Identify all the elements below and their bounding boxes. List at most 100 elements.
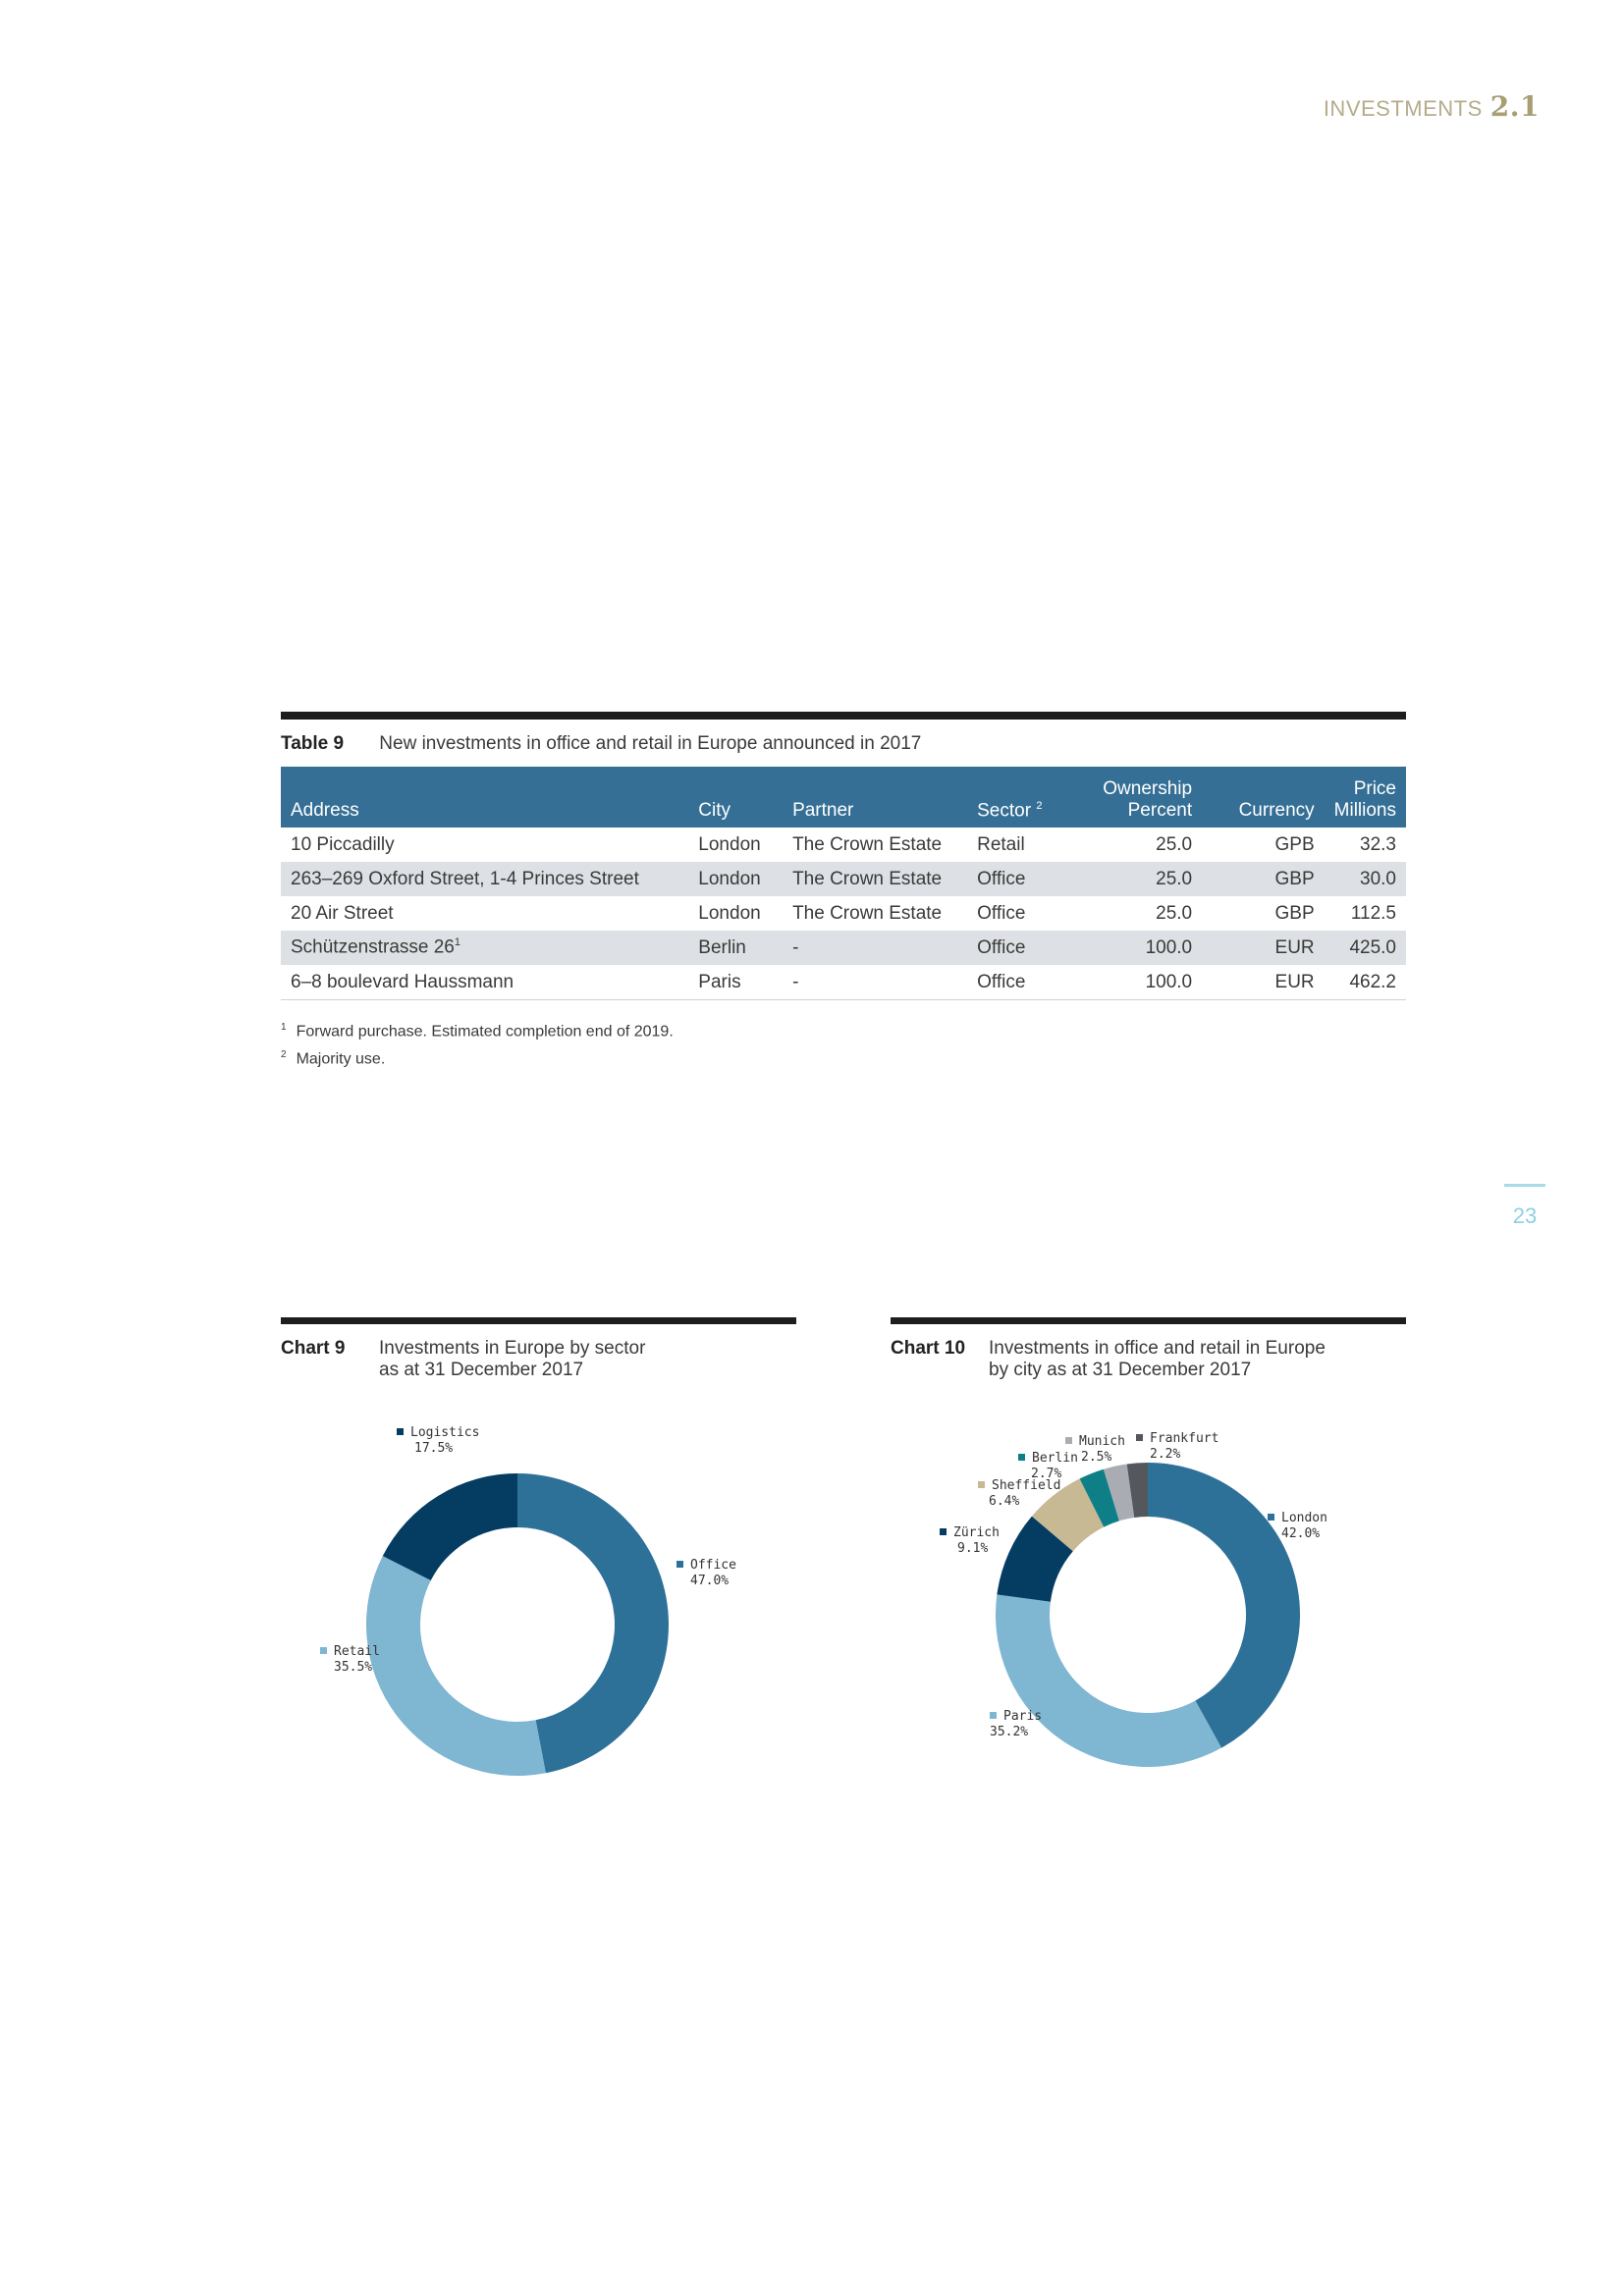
cell-ownership: 100.0 bbox=[1074, 931, 1202, 965]
cell-city: London bbox=[688, 828, 783, 862]
cell-city: London bbox=[688, 896, 783, 931]
cell-price-text: 30.0 bbox=[1360, 868, 1396, 889]
cell-sector: Office bbox=[967, 965, 1075, 1000]
slice-london bbox=[1148, 1463, 1300, 1748]
cell-price-text: 425.0 bbox=[1349, 936, 1396, 958]
col-ownership-line1: Ownership bbox=[1103, 778, 1193, 799]
footnote-text: Forward purchase. Estimated completion e… bbox=[296, 1023, 674, 1041]
cell-address-text: Schützenstrasse 26 bbox=[291, 936, 455, 958]
cell-city-text: London bbox=[698, 902, 761, 924]
cell-city: Berlin bbox=[688, 931, 783, 965]
slice-name: Frankfurt bbox=[1150, 1431, 1218, 1446]
cell-ownership-text: 25.0 bbox=[1156, 833, 1193, 855]
legend-swatch bbox=[677, 1561, 683, 1568]
col-partner: Partner bbox=[792, 800, 854, 821]
cell-sector: Office bbox=[967, 862, 1074, 896]
table-caption: Table 9 New investments in office and re… bbox=[281, 733, 1406, 767]
cell-address-text: 6–8 boulevard Haussmann bbox=[291, 971, 514, 992]
cell-partner-text: The Crown Estate bbox=[792, 902, 943, 924]
cell-address: 6–8 boulevard Haussmann bbox=[281, 965, 689, 1000]
cell-price-text: 112.5 bbox=[1350, 902, 1396, 924]
slice-name: Paris bbox=[1003, 1709, 1042, 1724]
cell-sector-text: Retail bbox=[977, 833, 1025, 855]
legend-swatch bbox=[1065, 1437, 1072, 1444]
cell-ownership-text: 100.0 bbox=[1145, 971, 1193, 992]
cell-sector: Office bbox=[967, 896, 1074, 931]
legend-swatch bbox=[397, 1428, 404, 1435]
cell-price: 462.2 bbox=[1324, 965, 1406, 1000]
footnote: 1 Forward purchase. Estimated completion … bbox=[281, 1016, 1406, 1043]
chart-9-top-rule bbox=[281, 1317, 796, 1324]
cell-address: 20 Air Street bbox=[281, 896, 688, 931]
chart-10-subtitle: by city as at 31 December 2017 bbox=[989, 1360, 1252, 1380]
cell-currency: EUR bbox=[1202, 931, 1325, 965]
cell-price-text: 32.3 bbox=[1360, 833, 1396, 855]
slice-name: Zürich bbox=[953, 1525, 1000, 1540]
legend-swatch bbox=[940, 1528, 947, 1535]
table-header-row: Address City Partner Sector 2 Ownership P… bbox=[281, 767, 1406, 828]
slice-paris bbox=[996, 1594, 1222, 1767]
footnote-text: Majority use. bbox=[296, 1050, 386, 1068]
cell-address-text: 10 Piccadilly bbox=[291, 833, 395, 855]
cell-ownership: 100.0 bbox=[1074, 965, 1203, 1000]
cell-ownership: 25.0 bbox=[1074, 828, 1202, 862]
section-title: INVESTMENTS bbox=[1323, 96, 1483, 121]
legend-swatch bbox=[1018, 1454, 1025, 1461]
table-row: 263–269 Oxford Street, 1-4 Princes Stree… bbox=[281, 862, 1406, 896]
legend-swatch bbox=[320, 1647, 327, 1654]
cell-partner-text: - bbox=[792, 936, 799, 958]
col-sector-note: 2 bbox=[1036, 799, 1043, 812]
cell-partner: - bbox=[783, 931, 967, 965]
cell-address: 263–269 Oxford Street, 1-4 Princes Stree… bbox=[281, 862, 688, 896]
table-row: Schützenstrasse 261 Berlin - Office 100.0 EUR… bbox=[281, 931, 1406, 965]
cell-ownership: 25.0 bbox=[1074, 862, 1202, 896]
table-footnotes: 1 Forward purchase. Estimated completion … bbox=[281, 1016, 1406, 1072]
cell-address-note: 1 bbox=[454, 936, 460, 949]
cell-partner: The Crown Estate bbox=[783, 828, 967, 862]
cell-partner-text: The Crown Estate bbox=[792, 868, 943, 889]
cell-sector-text: Office bbox=[977, 902, 1026, 924]
col-sector-label: Sector bbox=[977, 800, 1032, 821]
cell-currency-text: GPB bbox=[1274, 833, 1315, 855]
slice-office bbox=[517, 1473, 670, 1774]
slice-sheffield bbox=[1031, 1478, 1105, 1552]
slice-value: 35.5% bbox=[334, 1660, 372, 1675]
cell-partner-text: The Crown Estate bbox=[792, 833, 943, 855]
cell-partner: The Crown Estate bbox=[783, 862, 967, 896]
col-address: Address bbox=[291, 800, 359, 821]
cell-currency: GBP bbox=[1202, 862, 1325, 896]
cell-currency: GBP bbox=[1202, 896, 1325, 931]
legend-swatch bbox=[1136, 1434, 1143, 1441]
col-city: City bbox=[698, 800, 731, 821]
cell-currency-text: EUR bbox=[1274, 971, 1315, 992]
chart-9-title: Investments in Europe by sector bbox=[379, 1338, 646, 1359]
slice-frankfurt bbox=[1126, 1463, 1148, 1518]
slice-name: Munich bbox=[1079, 1434, 1125, 1449]
cell-sector: Office bbox=[967, 931, 1074, 965]
legend-swatch bbox=[990, 1712, 997, 1719]
cell-price: 112.5 bbox=[1325, 896, 1406, 931]
slice-value: 6.4% bbox=[989, 1494, 1019, 1509]
cell-currency: GPB bbox=[1202, 828, 1325, 862]
slice-name: London bbox=[1281, 1511, 1327, 1525]
col-price-line1: Price bbox=[1353, 778, 1396, 799]
col-sector: Sector 2 bbox=[967, 767, 1074, 828]
slice-value: 2.2% bbox=[1150, 1447, 1180, 1462]
slice-munich bbox=[1103, 1464, 1135, 1522]
col-ownership-line2: Percent bbox=[1127, 800, 1193, 821]
chart-9: Chart 9 Investments in Europe by sector a… bbox=[281, 1317, 796, 1828]
slice-name: Sheffield bbox=[992, 1478, 1060, 1493]
cell-address-text: 263–269 Oxford Street, 1-4 Princes Stree… bbox=[291, 868, 639, 889]
investments-table: Address City Partner Sector 2 Ownership P… bbox=[281, 767, 1406, 1000]
cell-ownership-text: 100.0 bbox=[1145, 936, 1193, 958]
chart-10-title: Investments in office and retail in Euro… bbox=[989, 1338, 1326, 1359]
col-price-line2: Millions bbox=[1333, 800, 1396, 821]
